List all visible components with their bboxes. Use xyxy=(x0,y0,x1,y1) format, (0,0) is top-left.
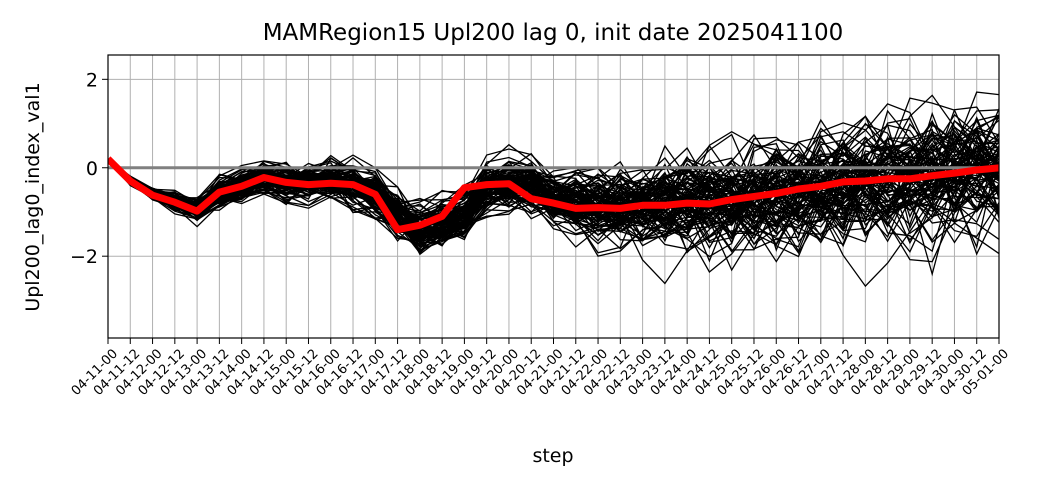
chart-title: MAMRegion15 Upl200 lag 0, init date 2025… xyxy=(263,20,844,46)
mean-line xyxy=(108,156,999,234)
y-axis-label: Upl200_lag0_index_val1 xyxy=(22,82,44,311)
series-lines xyxy=(108,156,999,234)
plot-frame xyxy=(107,54,1000,339)
ensemble-member-line xyxy=(108,147,999,254)
y-tick-label: −2 xyxy=(70,246,98,268)
y-tick-label: 2 xyxy=(86,69,98,91)
x-axis-label: step xyxy=(532,445,573,467)
ensemble-member-line xyxy=(108,158,999,225)
ensemble-member-line xyxy=(108,158,999,251)
axes xyxy=(102,54,1000,344)
ensemble-member-line xyxy=(108,153,999,257)
tick-labels: 04-11-0004-11-1204-12-0004-12-1204-13-00… xyxy=(69,69,1012,398)
y-tick-label: 0 xyxy=(86,158,98,180)
ensemble-member-line xyxy=(108,145,999,240)
